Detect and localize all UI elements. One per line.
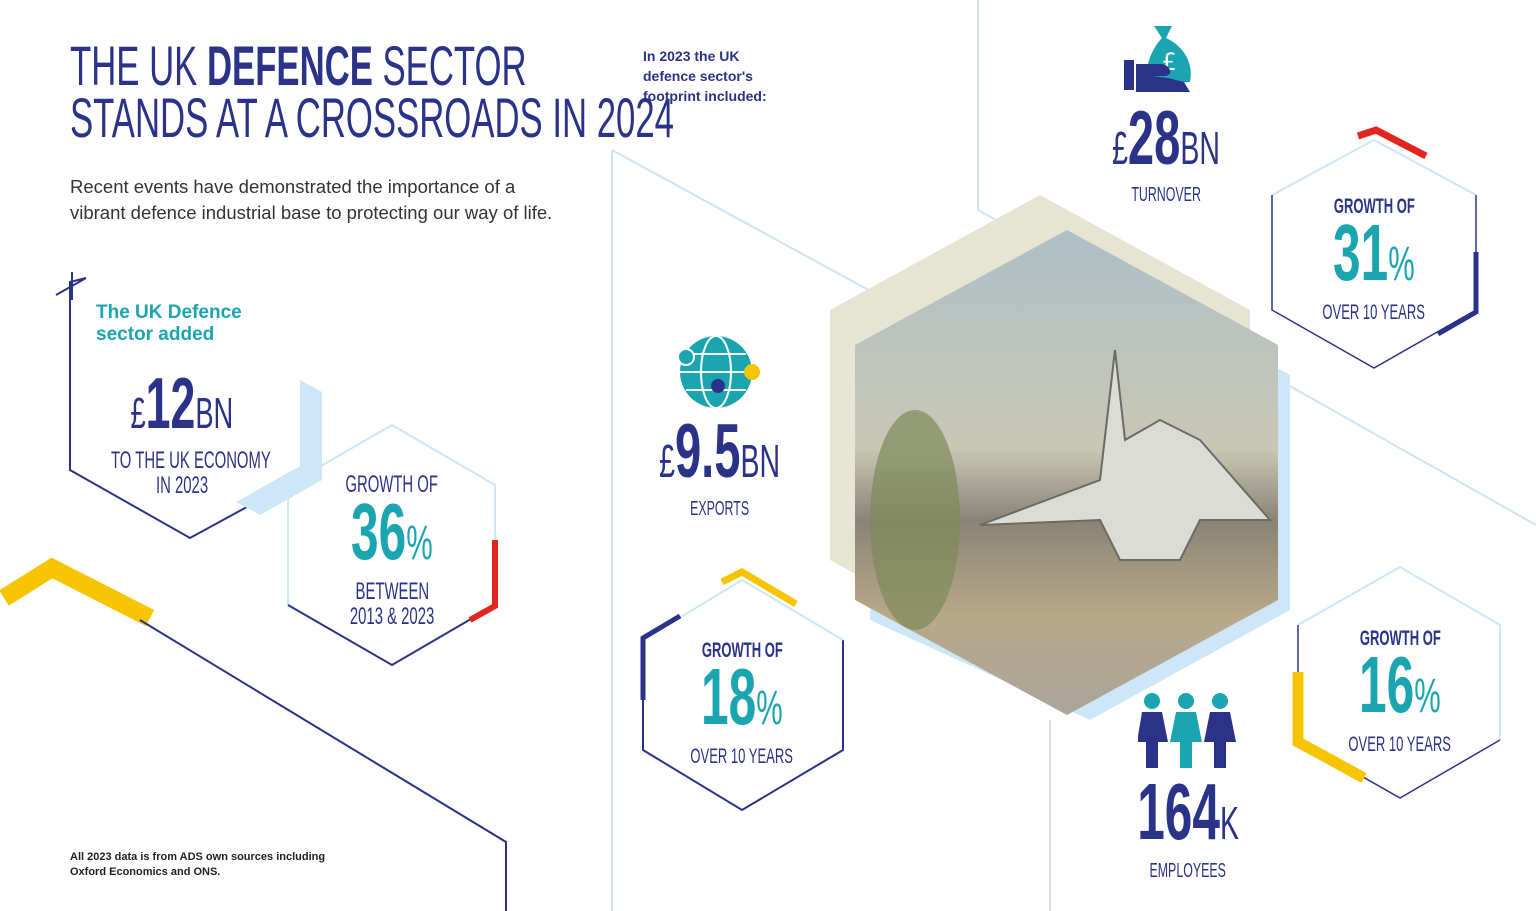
economy-heading: The UK Defence sector added xyxy=(96,302,242,345)
people-icon xyxy=(1138,693,1236,768)
growth-18-stat: GROWTH OF 18% OVER 10 YEARS xyxy=(690,639,794,769)
fighter-jet-photo xyxy=(855,230,1278,715)
turnover-stat: £28BN TURNOVER xyxy=(1112,96,1220,207)
globe-icon xyxy=(677,335,760,409)
employees-stat: 164K EMPLOYEES xyxy=(1137,767,1239,883)
page-title: THE UK DEFENCE SECTOR STANDS AT A CROSSR… xyxy=(70,34,674,149)
growth-36-stat: GROWTH OF 36% BETWEEN 2013 & 2023 xyxy=(345,471,439,630)
intro-text: Recent events have demonstrated the impo… xyxy=(70,176,553,223)
source-note: All 2023 data is from ADS own sources in… xyxy=(70,851,326,878)
exports-stat: £9.5BN EXPORTS xyxy=(659,409,781,521)
growth-16-stat: GROWTH OF 16% OVER 10 YEARS xyxy=(1348,627,1452,757)
growth-31-stat: GROWTH OF 31% OVER 10 YEARS xyxy=(1322,195,1426,325)
economy-stat: £12BN TO THE UK ECONOMY IN 2023 xyxy=(110,364,271,499)
money-bag-hand-icon: £ xyxy=(1124,26,1191,92)
jet-silhouette xyxy=(979,349,1273,561)
footprint-note: In 2023 the UK defence sector's footprin… xyxy=(643,48,767,104)
